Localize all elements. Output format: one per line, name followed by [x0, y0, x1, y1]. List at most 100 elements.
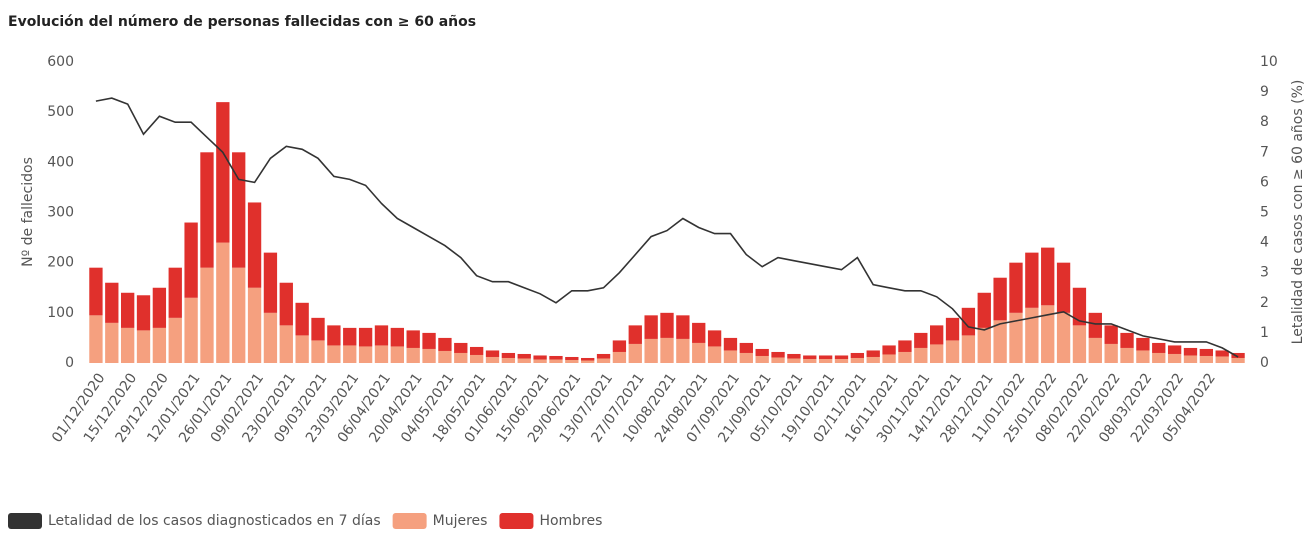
- bar: [232, 267, 246, 363]
- bar: [660, 337, 674, 363]
- bar: [1167, 353, 1182, 363]
- bar: [1120, 347, 1134, 363]
- bar: [1025, 307, 1039, 363]
- bar: [565, 356, 579, 360]
- legend-label: Letalidad de los casos diagnosticados en…: [48, 513, 381, 529]
- y-tick-label: 500: [47, 104, 74, 120]
- bar: [1215, 350, 1229, 357]
- bar: [263, 252, 278, 313]
- bar: [1231, 357, 1245, 363]
- bar: [866, 350, 880, 357]
- bar: [945, 317, 960, 341]
- y2-tick-label: 3: [1260, 265, 1269, 281]
- bar: [1120, 332, 1134, 348]
- bar: [517, 353, 531, 359]
- bar: [1152, 352, 1166, 363]
- bar: [834, 358, 849, 363]
- bar: [200, 267, 214, 363]
- bar: [596, 358, 611, 363]
- bar: [501, 352, 516, 358]
- bar: [977, 327, 991, 363]
- bar: [311, 317, 325, 341]
- bar: [755, 348, 769, 356]
- bar: [152, 327, 167, 363]
- bar: [818, 355, 833, 359]
- bar: [1088, 337, 1102, 363]
- bar: [628, 343, 642, 363]
- bar: [120, 292, 135, 328]
- bar: [454, 342, 468, 353]
- y2-tick-label: 8: [1260, 114, 1269, 130]
- y2-tick-label: 1: [1260, 325, 1269, 341]
- bar: [152, 287, 167, 328]
- bar: [89, 315, 103, 363]
- bar: [200, 152, 214, 268]
- bar: [565, 359, 579, 363]
- bar: [374, 345, 389, 363]
- legend-label: Hombres: [539, 513, 602, 529]
- line: [95, 97, 1239, 358]
- bar: [660, 312, 674, 338]
- bar: [1104, 343, 1118, 363]
- bar: [184, 222, 198, 298]
- bar: [787, 353, 801, 359]
- bar: [469, 354, 484, 363]
- bar: [454, 352, 468, 363]
- legend-swatch: [392, 513, 427, 529]
- bar: [1041, 247, 1055, 306]
- bar: [469, 346, 484, 355]
- bar: [485, 356, 500, 363]
- bar: [739, 352, 753, 363]
- y2-tick-label: 6: [1260, 174, 1269, 190]
- bar: [343, 327, 357, 346]
- bar: [644, 338, 658, 363]
- bar: [1183, 355, 1198, 363]
- bar: [1152, 342, 1166, 353]
- bar: [343, 345, 357, 363]
- bar: [1167, 345, 1182, 354]
- bar: [834, 355, 849, 359]
- y-tick-label: 400: [47, 154, 74, 170]
- bar: [1072, 287, 1087, 326]
- y2-tick-label: 0: [1260, 355, 1269, 371]
- y2-axis-label: Letalidad de casos con ≥ 60 años (%): [1290, 80, 1306, 345]
- bar: [882, 345, 896, 355]
- bar: [850, 357, 865, 363]
- bar: [803, 358, 817, 363]
- bar: [105, 282, 119, 323]
- bar: [422, 332, 436, 349]
- bar: [1088, 312, 1102, 338]
- y2-tick-label: 10: [1260, 54, 1278, 70]
- bar: [961, 307, 976, 336]
- legend-label: Mujeres: [433, 513, 488, 529]
- bar: [739, 342, 753, 353]
- bar: [1136, 350, 1150, 363]
- bar: [1025, 252, 1039, 308]
- bar: [882, 354, 896, 363]
- bar: [850, 352, 865, 358]
- bar: [644, 315, 658, 339]
- bar: [1009, 262, 1023, 313]
- y-tick-label: 300: [47, 205, 74, 221]
- y-tick-label: 200: [47, 255, 74, 271]
- y-tick-label: 600: [47, 54, 74, 70]
- y2-tick-label: 2: [1260, 295, 1269, 311]
- bar: [517, 358, 531, 363]
- bar: [136, 295, 151, 331]
- bar: [120, 327, 135, 363]
- y2-tick-label: 9: [1260, 84, 1269, 100]
- bar: [295, 302, 309, 336]
- bar: [723, 350, 738, 363]
- bar: [612, 351, 627, 363]
- bar: [914, 347, 928, 363]
- bar: [232, 152, 246, 268]
- bar: [945, 340, 960, 363]
- bar: [358, 346, 373, 363]
- bar: [898, 351, 912, 363]
- bar: [692, 342, 706, 363]
- bar: [358, 327, 373, 347]
- bar: [1199, 348, 1214, 356]
- y-tick-label: 0: [65, 355, 74, 371]
- bar: [930, 344, 944, 363]
- chart-title: Evolución del número de personas falleci…: [8, 14, 476, 30]
